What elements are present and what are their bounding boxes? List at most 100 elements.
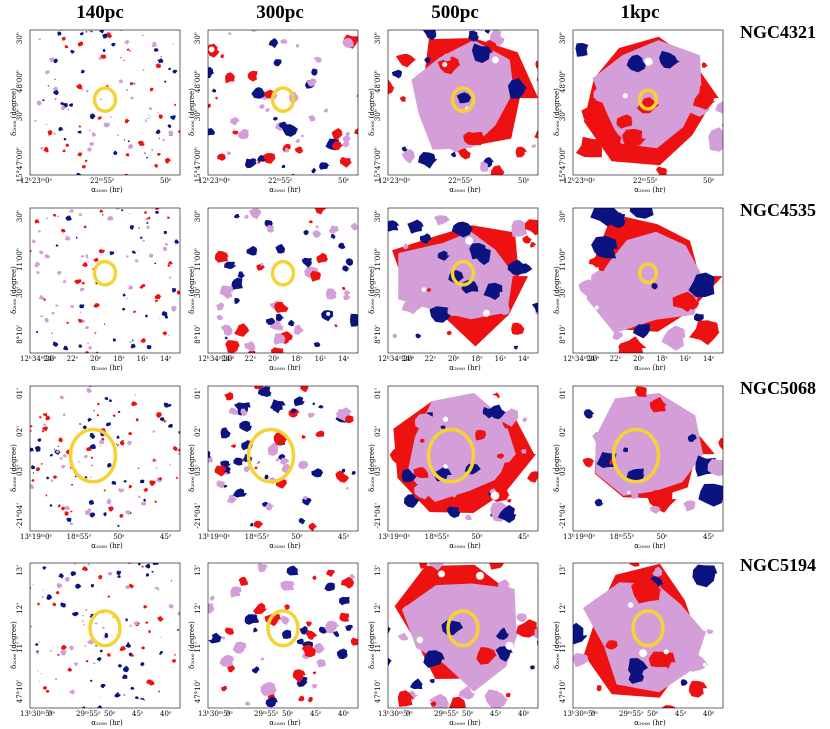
- emission-blob: [308, 522, 318, 531]
- map-panel-ngc5194-300pc: δ₂₀₀₀ (degree) α₂₀₀₀ (hr) 13ʰ30ᵐ5ˢ 0ˢ 29ᵐ55ˢ…: [188, 555, 362, 727]
- emission-blob: [26, 651, 29, 654]
- emission-blob: [252, 602, 268, 614]
- emission-blob: [500, 408, 519, 427]
- emission-blob: [298, 518, 306, 525]
- emission-blob: [275, 313, 285, 322]
- white-hole: [518, 591, 524, 597]
- emission-blob: [220, 427, 231, 439]
- map-image: [207, 562, 362, 709]
- axes-frame: [29, 562, 181, 709]
- x-tick-label: 18ˢ: [656, 355, 668, 363]
- emission-blob: [66, 557, 71, 561]
- emission-blob: [253, 617, 259, 623]
- x-tick-label: 22ᵐ55ˢ: [448, 177, 473, 185]
- y-tick-label: 11'00": [16, 248, 24, 272]
- y-tick-label: 48'00": [374, 70, 382, 94]
- x-tick-label: 50ˢ: [160, 177, 172, 185]
- axes-frame: [207, 29, 359, 176]
- emission-blob: [306, 78, 317, 87]
- emission-blob: [59, 395, 65, 400]
- x-tick-label: 50ˢ: [104, 710, 116, 718]
- emission-blob: [350, 313, 358, 327]
- emission-blob: [154, 164, 158, 168]
- emission-blob: [440, 425, 446, 430]
- row-label-ngc4535: NGC4535: [740, 200, 816, 220]
- white-hole: [289, 53, 299, 63]
- emission-blob: [53, 90, 59, 96]
- emission-blob: [343, 294, 351, 301]
- x-axis-label: α₂₀₀₀ (hr): [269, 364, 301, 372]
- emission-blob: [626, 468, 645, 482]
- emission-blob: [534, 130, 538, 139]
- emission-blob: [360, 644, 362, 650]
- x-tick-label: 0ˢ: [226, 710, 233, 718]
- y-tick-label: 12': [559, 603, 567, 615]
- emission-blob: [143, 605, 148, 609]
- emission-blob: [70, 305, 75, 309]
- emission-blob: [231, 444, 237, 449]
- emission-blob: [128, 484, 133, 489]
- x-tick-label: 12ʰ23ᵐ0ˢ: [378, 177, 410, 185]
- emission-blob: [281, 164, 286, 169]
- y-tick-label: 02': [194, 426, 202, 438]
- emission-blob: [130, 96, 134, 100]
- emission-blob: [661, 325, 686, 351]
- emission-blob: [151, 570, 154, 573]
- map-panel-ngc4535-500pc: δ₂₀₀₀ (degree) α₂₀₀₀ (hr) 12ʰ34ᵐ26ˢ 24ˢ 22ˢ 2…: [368, 200, 540, 372]
- emission-blob: [102, 33, 108, 39]
- emission-blob: [129, 22, 134, 24]
- emission-blob: [446, 330, 452, 336]
- emission-blob: [324, 582, 336, 592]
- white-hole: [208, 292, 211, 297]
- emission-blob: [125, 510, 131, 516]
- emission-blob: [594, 498, 604, 507]
- emission-blob: [140, 662, 145, 667]
- map-panel-ngc4535-1kpc: δ₂₀₀₀ (degree) α₂₀₀₀ (hr) 12ʰ34ᵐ26ˢ 24ˢ 22ˢ 2…: [553, 200, 725, 372]
- emission-blob: [30, 425, 33, 428]
- emission-blob: [623, 447, 629, 453]
- emission-blob: [90, 113, 96, 120]
- emission-blob: [303, 229, 309, 236]
- white-hole: [679, 515, 684, 520]
- white-hole: [500, 31, 508, 39]
- x-axis-label: α₂₀₀₀ (hr): [449, 364, 481, 372]
- emission-blob: [177, 628, 180, 631]
- y-tick-label: 11': [374, 641, 382, 653]
- y-tick-label: 11'00": [559, 248, 567, 272]
- x-tick-label: 50ˢ: [113, 533, 125, 541]
- y-tick-label: 8°10': [16, 325, 24, 344]
- emission-blob: [231, 277, 243, 290]
- emission-blob: [122, 293, 126, 297]
- column-header-300pc: 300pc: [256, 2, 304, 23]
- emission-blob: [148, 107, 153, 111]
- emission-blob: [680, 679, 688, 686]
- emission-blob: [253, 627, 258, 633]
- emission-blob: [99, 444, 102, 447]
- y-tick-label: 03': [559, 464, 567, 476]
- emission-blob: [401, 297, 423, 315]
- emission-blob: [681, 416, 688, 422]
- emission-blob: [56, 270, 62, 275]
- emission-blob: [274, 301, 289, 313]
- emission-blob: [616, 114, 633, 129]
- emission-blob: [356, 93, 358, 98]
- emission-blob: [85, 31, 88, 33]
- emission-blob: [125, 179, 127, 180]
- map-image: [387, 385, 539, 532]
- emission-blob: [220, 685, 228, 692]
- emission-blob: [256, 264, 266, 271]
- emission-blob: [426, 287, 432, 292]
- emission-blob: [592, 432, 610, 445]
- y-tick-label: 30": [194, 210, 202, 223]
- x-axis-label: α₂₀₀₀ (hr): [91, 719, 123, 727]
- emission-blob: [123, 479, 127, 483]
- emission-blob: [36, 602, 40, 606]
- y-tick-label: 8°10': [374, 325, 382, 344]
- emission-blob: [220, 460, 232, 468]
- emission-blob: [129, 50, 131, 52]
- emission-blob: [483, 282, 503, 300]
- white-hole: [622, 93, 628, 99]
- emission-blob: [67, 667, 73, 672]
- emission-blob: [96, 414, 100, 417]
- emission-blob: [112, 616, 114, 618]
